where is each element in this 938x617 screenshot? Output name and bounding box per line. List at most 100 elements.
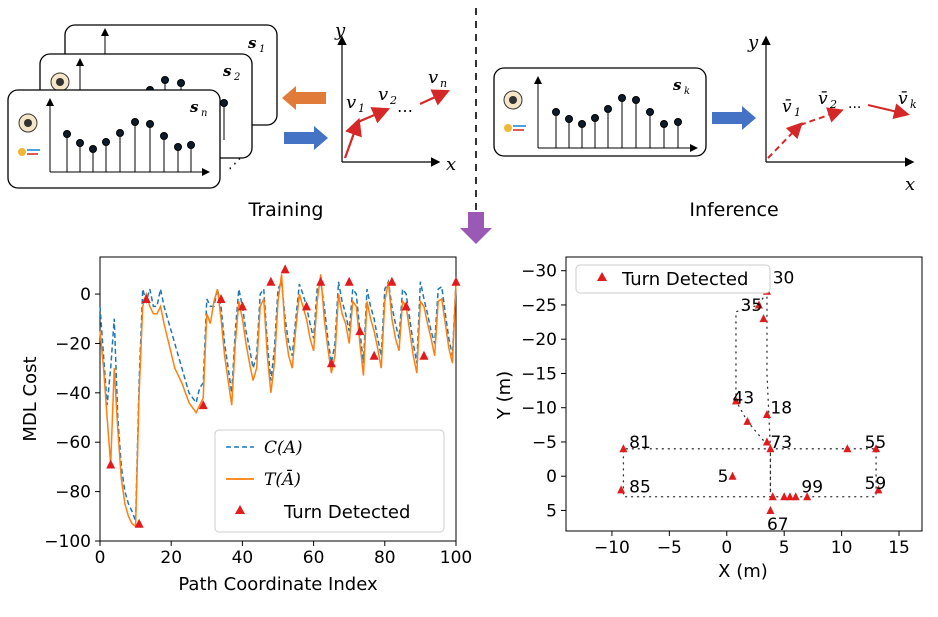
chart1-y-ticks: 0 −20 −40 −60 −80 −100 xyxy=(44,285,100,552)
legend-swatch-turn xyxy=(235,505,245,514)
legend-label-turn: Turn Detected xyxy=(283,502,410,523)
x-tick-label: 10 xyxy=(831,538,853,558)
legend-label-ca: C(A) xyxy=(264,438,303,458)
waypoint-index-label: 85 xyxy=(629,477,651,497)
turn-detected-marker xyxy=(754,300,763,309)
turn-detected-marker xyxy=(355,326,365,336)
chart2-points xyxy=(617,286,883,514)
chart2-annotations: 30 35 43 18 73 55 81 5 85 99 59 67 xyxy=(629,269,886,536)
inference-label: Inference xyxy=(689,199,778,221)
infer-v2-sub: 2 xyxy=(829,98,837,111)
compass-icon xyxy=(18,113,38,133)
turn-detected-marker xyxy=(762,410,771,419)
turn-detected-marker xyxy=(728,471,737,480)
right-arrow-icon xyxy=(712,106,756,130)
legend2-label-turn: Turn Detected xyxy=(621,269,748,290)
turn-detected-marker xyxy=(843,444,852,453)
infer-ellipsis: ··· xyxy=(848,100,861,116)
chart2-legend: Turn Detected xyxy=(575,264,771,294)
chart2-y-ticks: −30 −25 −20 −15 −10 −5 0 5 xyxy=(521,262,566,521)
waypoint-index-label: 55 xyxy=(865,433,887,453)
waypoint-index-label: 81 xyxy=(629,433,651,453)
train-vn-sub: n xyxy=(440,77,447,90)
x-tick-label: 40 xyxy=(232,548,254,568)
chart2-x-axis-label: X (m) xyxy=(718,561,768,582)
card-sk-stems xyxy=(552,94,682,148)
turn-detected-marker xyxy=(731,396,740,405)
turn-detected-marker xyxy=(766,505,775,514)
turn-detected-marker xyxy=(387,276,397,286)
turn-detected-marker xyxy=(134,518,144,528)
turn-detected-marker xyxy=(141,293,151,303)
y-tick-label: −30 xyxy=(521,262,557,282)
turn-detected-marker xyxy=(874,485,883,494)
wifi-signal-icon xyxy=(504,124,526,132)
turn-detected-marker xyxy=(280,264,290,274)
chart1-x-ticks: 0 20 40 60 80 100 xyxy=(95,541,472,568)
training-trajectory-plot: y x v 1 v 2 v n … xyxy=(334,20,456,175)
turn-detected-marker xyxy=(766,444,775,453)
x-tick-label: 100 xyxy=(440,548,472,568)
y-tick-label: 5 xyxy=(546,501,557,521)
x-tick-label: 0 xyxy=(95,548,106,568)
turn-detected-marker xyxy=(743,416,752,425)
y-tick-label: −25 xyxy=(521,296,557,316)
inference-trajectory-plot: y x v̄ 1 v̄ 2 v̄ k ··· xyxy=(747,32,917,195)
x-tick-label: 60 xyxy=(303,548,325,568)
down-arrow-icon xyxy=(460,212,492,244)
infer-v1-sub: 1 xyxy=(794,106,801,119)
train-v2-sub: 2 xyxy=(389,94,397,107)
turn-detected-marker xyxy=(762,437,771,446)
waypoint-index-label: 43 xyxy=(733,388,755,408)
card-sk-sub: k xyxy=(684,86,690,97)
y-tick-label: −5 xyxy=(532,433,557,453)
train-axis-x-label: x xyxy=(446,154,456,175)
chart2-x-ticks: −10 −5 0 5 10 15 xyxy=(594,531,910,558)
card-sn-sub: n xyxy=(201,108,207,119)
turn-detected-marker xyxy=(617,485,626,494)
train-v2-label: v xyxy=(378,84,388,105)
training-label: Training xyxy=(248,199,324,221)
train-v1-label: v xyxy=(346,92,356,113)
infer-v2-label: v̄ xyxy=(818,89,828,109)
waypoint-index-label: 18 xyxy=(770,399,792,419)
waypoint-index-label: 99 xyxy=(801,477,823,497)
card-s2-label: s xyxy=(223,62,232,80)
y-tick-label: 0 xyxy=(80,285,91,305)
turn-detected-marker xyxy=(344,276,354,286)
turn-detected-marker xyxy=(326,358,336,368)
inference-panel: s k xyxy=(493,32,917,221)
y-tick-label: −100 xyxy=(44,532,91,552)
waypoint-index-label: 5 xyxy=(718,467,729,487)
card-s1-sub: 1 xyxy=(259,44,265,55)
inference-card-sk: s k xyxy=(493,67,707,157)
card-stack-dots: ⋰ xyxy=(228,156,242,172)
waypoint-index-label: 30 xyxy=(773,269,795,289)
xy-trajectory-chart: −10 −5 0 5 10 15 −30 −25 −20 −15 −10 −5 0 5 30 35 43 18… xyxy=(494,256,923,582)
turn-detected-marker xyxy=(759,314,768,323)
wifi-signal-icon xyxy=(18,148,40,156)
waypoint-index-label: 35 xyxy=(741,296,763,316)
turn-detected-marker xyxy=(316,276,326,286)
x-tick-label: 80 xyxy=(374,548,396,568)
chart1-x-axis-label: Path Coordinate Index xyxy=(178,574,378,595)
infer-vk-label: v̄ xyxy=(898,89,908,109)
training-card-sn: s n xyxy=(7,89,242,189)
turn-detected-marker xyxy=(803,492,812,501)
y-tick-label: −20 xyxy=(521,330,557,350)
turn-detected-marker xyxy=(237,301,247,311)
turn-detected-marker xyxy=(106,459,116,469)
mdl-cost-chart: 0 20 40 60 80 100 0 −20 −40 −60 −80 −100 Path Coor… xyxy=(20,256,472,595)
x-tick-label: 20 xyxy=(160,548,182,568)
card-s1-label: s xyxy=(248,34,257,52)
series-line-ca xyxy=(99,278,457,522)
y-tick-label: 0 xyxy=(546,467,557,487)
turn-detected-marker xyxy=(619,444,628,453)
turn-detected-marker xyxy=(301,301,311,311)
chart1-series xyxy=(99,264,461,528)
chart1-y-axis-label: MDL Cost xyxy=(20,356,41,441)
chart2-y-axis-label: Y (m) xyxy=(494,371,515,420)
card-sn-label: s xyxy=(190,98,199,116)
x-tick-label: −5 xyxy=(657,538,682,558)
compass-icon xyxy=(50,72,70,92)
